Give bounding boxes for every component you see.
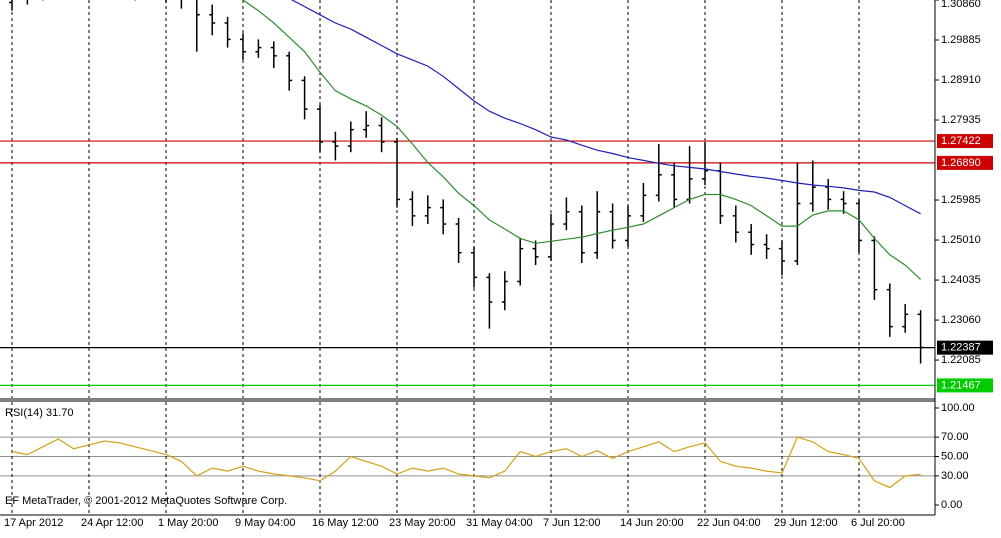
x-tick-label: 16 May 12:00 — [312, 517, 379, 529]
x-tick-label: 9 May 04:00 — [235, 517, 296, 529]
price-panel — [0, 0, 935, 398]
price-level-label: 1.22387 — [941, 342, 981, 354]
y-tick-label: 30.00 — [941, 470, 969, 482]
y-tick-label: 1.28910 — [941, 74, 981, 86]
y-tick-label: 1.25985 — [941, 194, 981, 206]
moving-average — [290, 0, 921, 215]
x-tick-label: 1 May 20:00 — [158, 517, 219, 529]
price-level-label: 1.27422 — [941, 135, 981, 147]
y-tick-label: 1.27935 — [941, 114, 981, 126]
y-tick-label: 1.22085 — [941, 354, 981, 366]
x-tick-label: 22 Jun 04:00 — [697, 517, 761, 529]
x-tick-label: 7 Jun 12:00 — [543, 517, 601, 529]
price-level-box — [937, 378, 993, 393]
y-tick-label: 1.24035 — [941, 274, 981, 286]
y-tick-label: 50.00 — [941, 450, 969, 462]
x-tick-label: 17 Apr 2012 — [4, 517, 63, 529]
y-tick-label: 100.00 — [941, 402, 975, 414]
rsi-line — [11, 436, 921, 489]
x-tick-label: 29 Jun 12:00 — [774, 517, 838, 529]
x-tick-label: 24 Apr 12:00 — [81, 517, 143, 529]
moving-average — [242, 0, 922, 280]
y-tick-label: 1.29885 — [941, 34, 981, 46]
x-tick-label: 31 May 04:00 — [466, 517, 533, 529]
x-tick-label: 6 Jul 20:00 — [851, 517, 905, 529]
price-level-box — [937, 155, 993, 170]
y-tick-label: 0.00 — [941, 499, 962, 511]
y-tick-label: 1.30860 — [941, 0, 981, 10]
price-level-box — [937, 134, 993, 149]
price-level-box — [937, 340, 993, 355]
y-tick-label: 1.23060 — [941, 314, 981, 326]
price-level-label: 1.21467 — [941, 379, 981, 391]
x-tick-label: 14 Jun 20:00 — [620, 517, 684, 529]
y-tick-label: 70.00 — [941, 431, 969, 443]
y-tick-label: 1.25010 — [941, 234, 981, 246]
price-level-label: 1.26890 — [941, 157, 981, 169]
rsi-panel — [0, 402, 935, 515]
copyright: EF MetaTrader, © 2001-2012 MetaQuotes So… — [5, 495, 287, 507]
x-tick-label: 23 May 20:00 — [389, 517, 456, 529]
rsi-title: RSI(14) 31.70 — [5, 407, 73, 419]
